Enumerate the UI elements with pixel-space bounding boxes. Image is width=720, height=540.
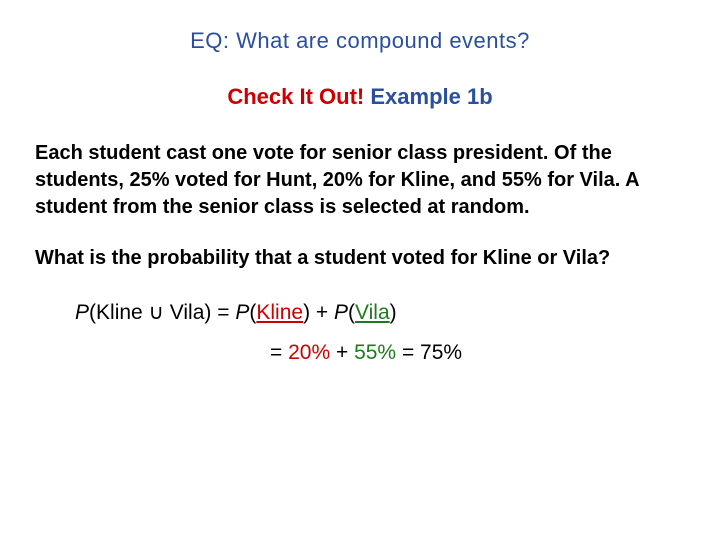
open-paren: ( xyxy=(89,301,96,324)
check-label: Check It Out! xyxy=(227,84,370,109)
problem-text: Each student cast one vote for senior cl… xyxy=(35,140,685,221)
slide: EQ: What are compound events? Check It O… xyxy=(0,0,720,540)
answer: 75% xyxy=(420,341,462,364)
eq-title: EQ: What are compound events? xyxy=(30,28,690,54)
check-it-out-heading: Check It Out! Example 1b xyxy=(30,84,690,110)
kline-text: Kline xyxy=(96,301,149,324)
example-label: Example 1b xyxy=(370,84,492,109)
vila-highlight: Vila xyxy=(355,301,390,324)
kline-highlight: Kline xyxy=(256,301,303,324)
equals: = xyxy=(270,341,288,364)
value-vila: 55% xyxy=(354,341,396,364)
equals: = xyxy=(211,301,235,324)
p-symbol: P xyxy=(75,301,89,324)
p-symbol: P xyxy=(235,301,249,324)
question-text: What is the probability that a student v… xyxy=(35,245,685,272)
equation-line-1: P(Kline ∪ Vila) = P(Kline) + P(Vila) xyxy=(75,300,690,325)
plus: + xyxy=(330,341,354,364)
vila-text: Vila xyxy=(164,301,204,324)
union-symbol: ∪ xyxy=(149,301,164,324)
close-paren: ) xyxy=(303,301,310,324)
plus: + xyxy=(310,301,334,324)
close-paren: ) xyxy=(390,301,397,324)
open-paren: ( xyxy=(348,301,355,324)
equals: = xyxy=(396,341,420,364)
value-kline: 20% xyxy=(288,341,330,364)
equation-line-2: = 20% + 55% = 75% xyxy=(270,341,690,365)
p-symbol: P xyxy=(334,301,348,324)
